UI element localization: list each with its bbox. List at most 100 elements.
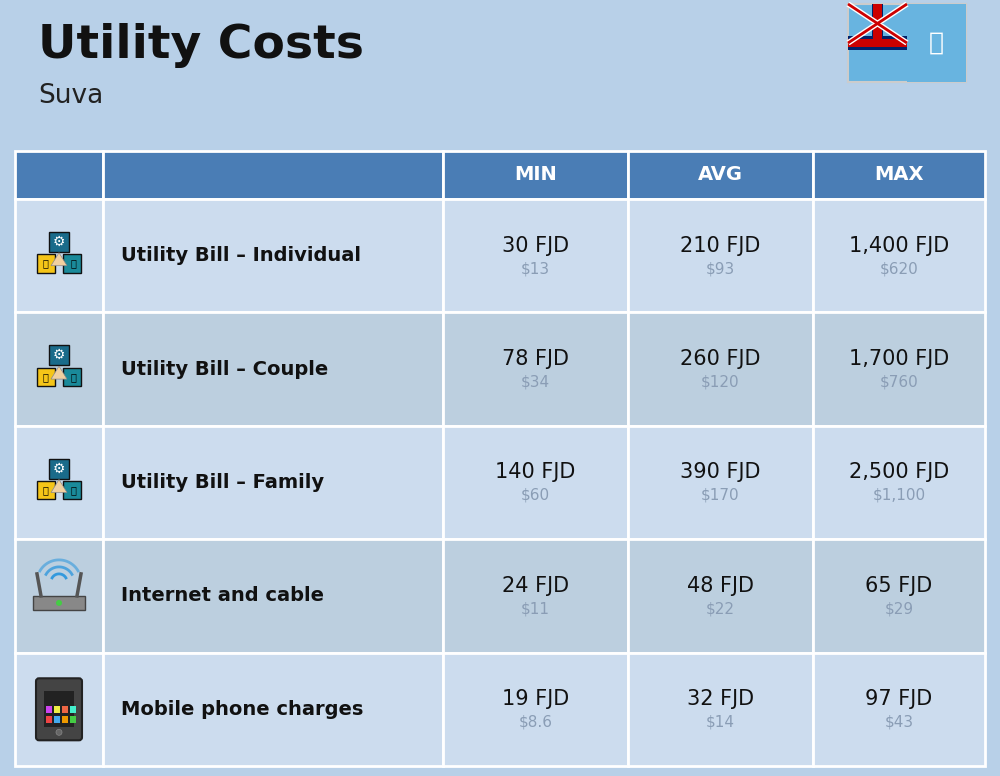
Text: 2,500 FJD: 2,500 FJD: [849, 462, 949, 483]
Bar: [103, 539, 443, 653]
Text: Utility Bill – Couple: Utility Bill – Couple: [121, 359, 328, 379]
Bar: [813, 151, 985, 199]
Text: $8.6: $8.6: [518, 715, 552, 729]
Text: $120: $120: [701, 375, 740, 390]
Text: 🔌: 🔌: [42, 485, 48, 495]
Text: $170: $170: [701, 488, 740, 503]
Text: Suva: Suva: [38, 83, 103, 109]
Bar: [103, 199, 443, 313]
Text: 19 FJD: 19 FJD: [502, 689, 569, 709]
Bar: [628, 199, 813, 313]
Text: $43: $43: [884, 715, 914, 729]
Circle shape: [56, 729, 62, 736]
Bar: [813, 539, 985, 653]
Text: 🔌: 🔌: [42, 258, 48, 268]
Bar: [103, 151, 443, 199]
Bar: [54, 706, 60, 713]
Text: Utility Costs: Utility Costs: [38, 23, 364, 68]
Bar: [443, 653, 628, 766]
Text: 210 FJD: 210 FJD: [680, 236, 761, 256]
Text: $22: $22: [706, 601, 735, 616]
Text: $29: $29: [884, 601, 914, 616]
Bar: [628, 539, 813, 653]
Bar: [628, 426, 813, 539]
Bar: [70, 706, 76, 713]
Text: MAX: MAX: [874, 165, 924, 185]
Bar: [873, 4, 882, 43]
Text: 97 FJD: 97 FJD: [865, 689, 933, 709]
Text: 32 FJD: 32 FJD: [687, 689, 754, 709]
Bar: [443, 539, 628, 653]
Bar: [872, 4, 883, 43]
Bar: [628, 151, 813, 199]
Polygon shape: [51, 480, 67, 493]
Text: MIN: MIN: [514, 165, 557, 185]
Bar: [813, 653, 985, 766]
Bar: [70, 716, 76, 723]
Bar: [37, 255, 55, 272]
Bar: [15, 199, 103, 313]
Text: 🔌: 🔌: [42, 372, 48, 382]
Bar: [15, 313, 103, 426]
Bar: [49, 345, 69, 365]
Text: 🚿: 🚿: [70, 372, 76, 382]
FancyBboxPatch shape: [36, 678, 82, 740]
Text: 1,400 FJD: 1,400 FJD: [849, 236, 949, 256]
Bar: [46, 716, 52, 723]
Bar: [907, 4, 966, 82]
Bar: [15, 151, 103, 199]
Bar: [443, 151, 628, 199]
Circle shape: [56, 600, 62, 606]
Text: $93: $93: [706, 262, 735, 276]
Text: 48 FJD: 48 FJD: [687, 576, 754, 596]
Text: 65 FJD: 65 FJD: [865, 576, 933, 596]
Text: 390 FJD: 390 FJD: [680, 462, 761, 483]
Bar: [62, 716, 68, 723]
Bar: [49, 459, 69, 479]
Text: 78 FJD: 78 FJD: [502, 349, 569, 369]
Bar: [46, 706, 52, 713]
Bar: [37, 368, 55, 386]
Bar: [15, 426, 103, 539]
Text: 🚿: 🚿: [70, 258, 76, 268]
Text: $760: $760: [880, 375, 918, 390]
Bar: [54, 716, 60, 723]
Text: 1,700 FJD: 1,700 FJD: [849, 349, 949, 369]
Text: ⚙: ⚙: [53, 462, 65, 476]
Text: ⚙: ⚙: [53, 348, 65, 362]
Bar: [15, 653, 103, 766]
Bar: [628, 653, 813, 766]
Text: Utility Bill – Individual: Utility Bill – Individual: [121, 246, 361, 265]
Bar: [103, 313, 443, 426]
Bar: [103, 653, 443, 766]
Bar: [813, 199, 985, 313]
Text: 🛡: 🛡: [929, 31, 944, 55]
Bar: [62, 706, 68, 713]
Bar: [103, 426, 443, 539]
Text: $620: $620: [880, 262, 918, 276]
Text: 30 FJD: 30 FJD: [502, 236, 569, 256]
Bar: [63, 481, 81, 499]
Text: $14: $14: [706, 715, 735, 729]
Bar: [848, 4, 966, 82]
Bar: [813, 426, 985, 539]
Bar: [443, 426, 628, 539]
Text: Mobile phone charges: Mobile phone charges: [121, 700, 363, 719]
Bar: [49, 232, 69, 251]
Text: $34: $34: [521, 375, 550, 390]
Bar: [813, 313, 985, 426]
Text: $1,100: $1,100: [872, 488, 926, 503]
Bar: [63, 368, 81, 386]
Polygon shape: [51, 253, 67, 265]
Text: 24 FJD: 24 FJD: [502, 576, 569, 596]
Polygon shape: [51, 366, 67, 379]
Bar: [443, 313, 628, 426]
Bar: [628, 313, 813, 426]
Text: 140 FJD: 140 FJD: [495, 462, 576, 483]
Text: Internet and cable: Internet and cable: [121, 587, 324, 605]
Text: ⚙: ⚙: [53, 235, 65, 249]
Text: $11: $11: [521, 601, 550, 616]
Bar: [63, 255, 81, 272]
Text: Utility Bill – Family: Utility Bill – Family: [121, 473, 324, 492]
Text: $13: $13: [521, 262, 550, 276]
